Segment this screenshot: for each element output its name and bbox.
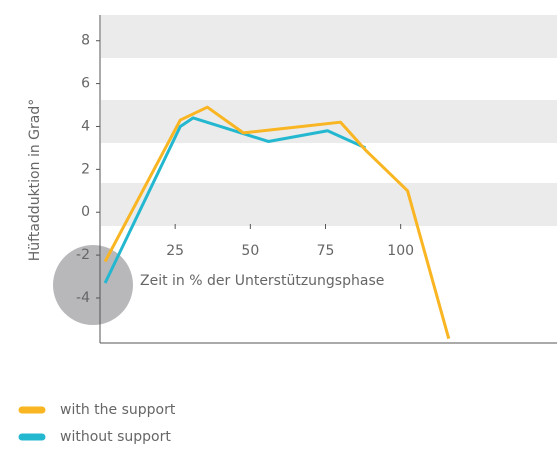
legend-label: with the support [60,402,176,418]
x-tick-label: 50 [241,243,259,259]
y-tick-label: 0 [81,204,90,220]
y-tick-label: -4 [76,290,90,306]
y-tick-label: 2 [81,161,90,177]
bands [101,15,557,226]
y-tick-label: -2 [76,247,90,263]
x-axis-label: Zeit in % der Unterstützungsphase [140,273,384,289]
x-tick-label: 75 [317,243,335,259]
legend-label: without support [60,429,171,445]
x-tick-label: 25 [166,243,184,259]
y-tick-label: 4 [81,118,90,134]
highlight-circle [53,245,133,325]
band [101,15,557,58]
x-tick-label: 100 [387,243,414,259]
series-line [103,116,367,284]
series-line [103,105,451,340]
band [101,183,557,226]
y-tick-label: 8 [81,33,90,49]
y-tick-label: 6 [81,76,90,92]
y-axis-label: Hüftadduktion in Grad° [27,99,43,261]
band [101,100,557,143]
